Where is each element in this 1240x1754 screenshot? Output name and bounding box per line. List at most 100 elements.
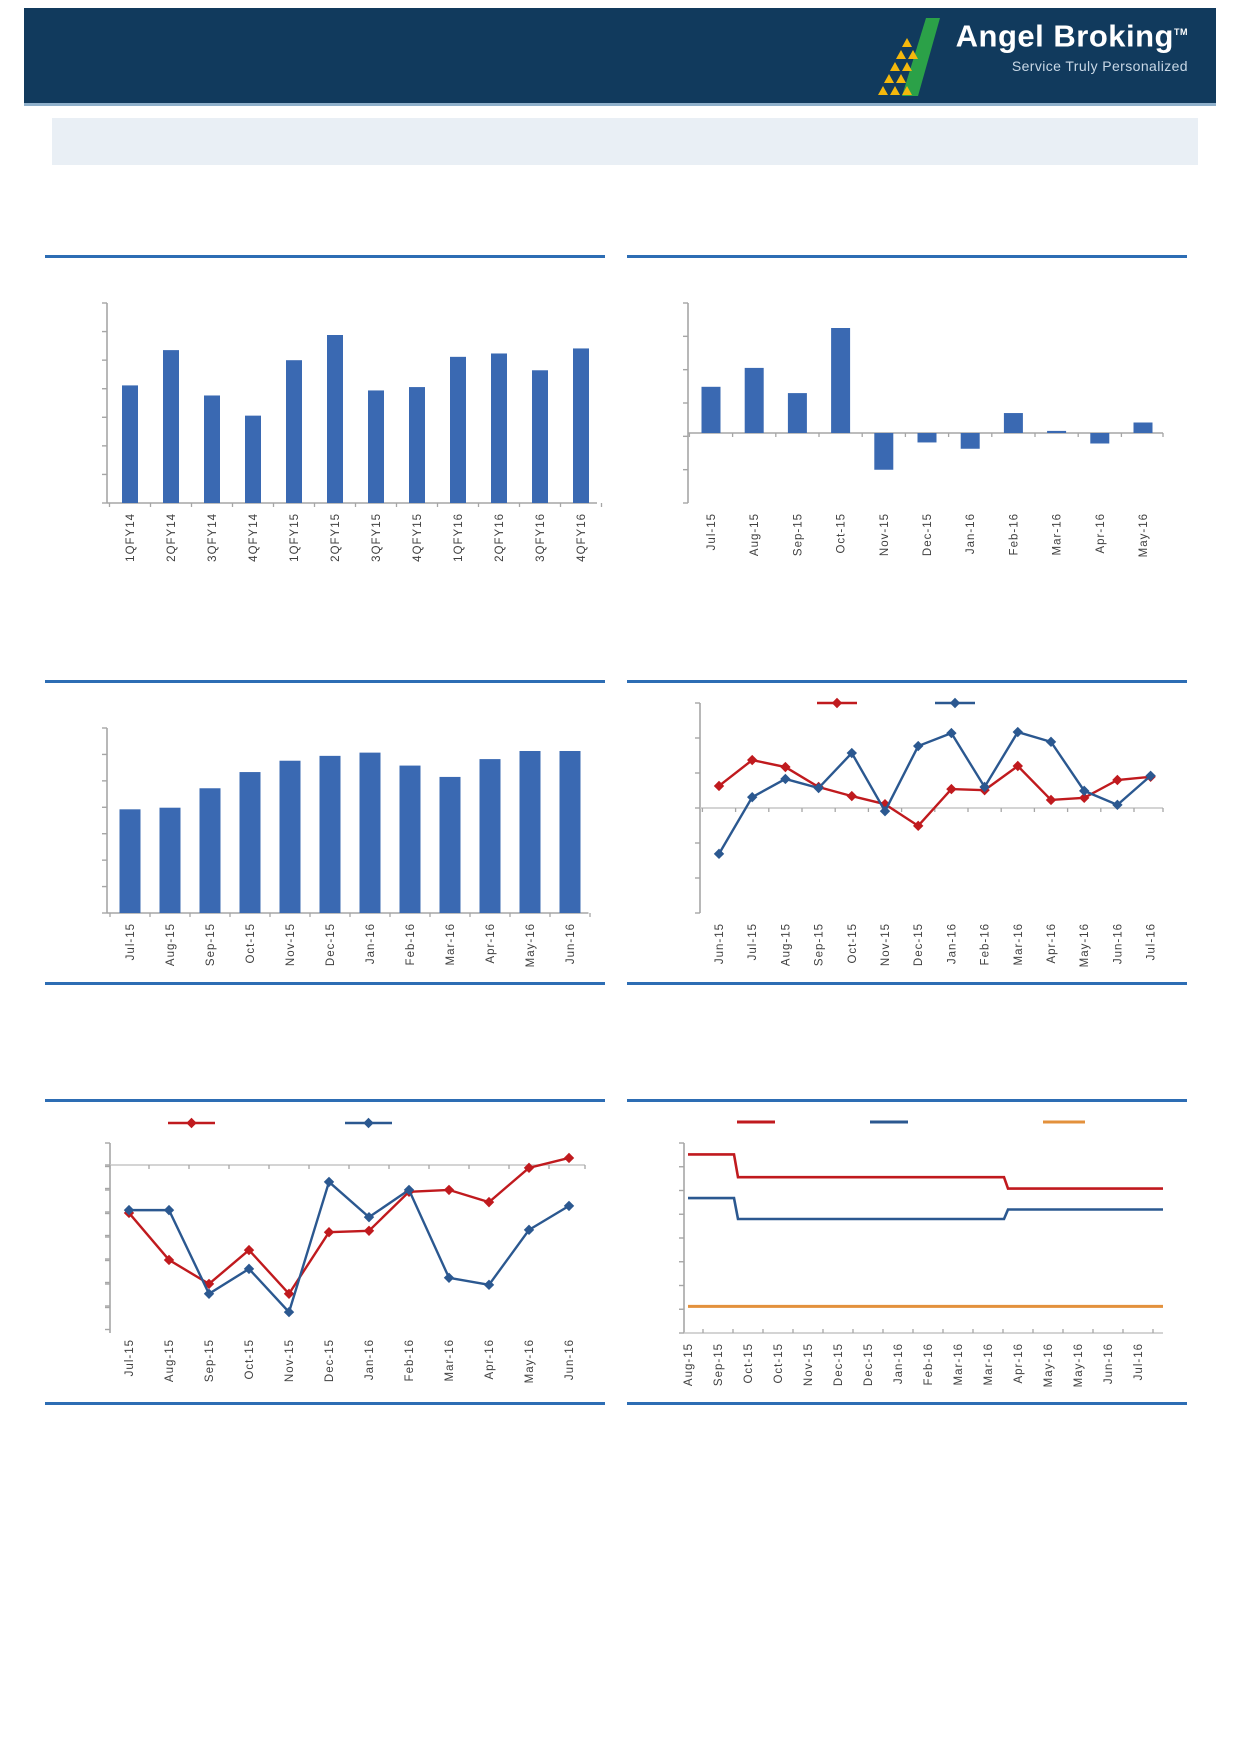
bar: [1047, 430, 1067, 433]
svg-text:2QFY16: 2QFY16: [494, 513, 506, 562]
bar: [119, 809, 141, 913]
bar: [744, 367, 764, 433]
bar: [874, 433, 894, 470]
svg-text:4QFY15: 4QFY15: [412, 513, 424, 562]
svg-text:Feb-16: Feb-16: [980, 923, 992, 965]
svg-text:Oct-15: Oct-15: [847, 923, 859, 964]
bar: [319, 755, 341, 913]
svg-text:May-16: May-16: [1079, 923, 1091, 967]
bar: [199, 788, 221, 913]
svg-text:Nov-15: Nov-15: [284, 1339, 296, 1382]
bar: [439, 776, 461, 913]
svg-text:1QFY16: 1QFY16: [453, 513, 465, 562]
svg-text:Oct-15: Oct-15: [245, 923, 257, 964]
svg-text:Dec-15: Dec-15: [913, 923, 925, 966]
svg-text:Aug-15: Aug-15: [749, 513, 761, 556]
svg-text:Oct-15: Oct-15: [773, 1343, 785, 1384]
diamond-marker: [1112, 774, 1123, 786]
svg-text:Feb-16: Feb-16: [405, 923, 417, 965]
svg-text:Jul-15: Jul-15: [124, 1339, 136, 1376]
x-axis-labels: 1QFY14 2QFY14 3QFY14 4QFY14 1QFY15 2QFY15 3QFY…: [125, 513, 588, 562]
bar: [122, 385, 138, 503]
diamond-marker: [283, 1306, 295, 1318]
svg-text:3QFY15: 3QFY15: [371, 513, 383, 562]
category-ticks: [108, 503, 603, 507]
svg-text:Jan-16: Jan-16: [965, 513, 977, 554]
chart1-svg: 1QFY14 2QFY14 3QFY14 4QFY14 1QFY15 2QFY15 3QFY…: [102, 302, 603, 562]
x-axis-labels: Jul-15 Aug-15 Sep-15 Oct-15 Nov-15 Dec-15 Jan-…: [125, 923, 577, 967]
svg-text:Aug-15: Aug-15: [165, 923, 177, 966]
svg-text:Sep-15: Sep-15: [814, 923, 826, 966]
diamond-marker: [523, 1224, 535, 1236]
svg-text:Apr-16: Apr-16: [1095, 513, 1107, 554]
diamond-marker: [1012, 760, 1023, 772]
bar: [204, 395, 220, 503]
section-rule-mid-right: [627, 680, 1187, 683]
diamond-marker: [879, 805, 891, 817]
svg-text:Feb-16: Feb-16: [923, 1343, 935, 1385]
svg-text:2QFY14: 2QFY14: [166, 513, 178, 562]
bar: [960, 433, 980, 449]
svg-text:Jul-16: Jul-16: [1133, 1343, 1145, 1380]
bars: [122, 335, 589, 503]
section-rule-bottom-left: [45, 1099, 605, 1102]
svg-text:3QFY16: 3QFY16: [535, 513, 547, 562]
svg-text:Aug-15: Aug-15: [164, 1339, 176, 1382]
svg-text:Mar-16: Mar-16: [1052, 513, 1064, 555]
svg-text:Feb-16: Feb-16: [1008, 513, 1020, 555]
x-axis-labels: Aug-15 Sep-15 Oct-15 Oct-15 Nov-15 Dec-15 Dec-…: [683, 1343, 1145, 1387]
diamond-marker: [563, 1152, 575, 1164]
svg-text:Jun-15: Jun-15: [714, 923, 726, 964]
line-chart-two-series-b: Jul-15 Aug-15 Sep-15 Oct-15 Nov-15 Dec-15 Jan-…: [45, 1102, 605, 1407]
x-axis-labels: Jul-15 Aug-15 Sep-15 Oct-15 Nov-15 Dec-15 Jan-…: [124, 1339, 576, 1383]
svg-text:Nov-15: Nov-15: [803, 1343, 815, 1386]
svg-text:Nov-15: Nov-15: [285, 923, 297, 966]
svg-text:Sep-15: Sep-15: [792, 513, 804, 556]
y-axis: [102, 302, 108, 504]
diamond-marker: [747, 791, 758, 803]
svg-text:Dec-15: Dec-15: [922, 513, 934, 556]
bar: [159, 807, 181, 913]
bars: [119, 751, 581, 913]
svg-text:Oct-15: Oct-15: [836, 513, 848, 554]
diamond-marker: [1012, 726, 1023, 738]
svg-text:1QFY14: 1QFY14: [125, 513, 137, 562]
bar: [1090, 433, 1110, 444]
bar: [701, 386, 721, 433]
diamond-marker: [443, 1184, 455, 1196]
bar: [163, 350, 179, 503]
diamond-marker: [483, 1279, 495, 1291]
category-ticks: [688, 433, 1164, 437]
svg-text:Dec-15: Dec-15: [324, 1339, 336, 1382]
svg-text:4QFY14: 4QFY14: [248, 513, 260, 562]
diamond-marker: [483, 1196, 495, 1208]
bar: [279, 760, 301, 913]
series-1: [123, 1176, 575, 1318]
trademark-text: TM: [1174, 27, 1188, 37]
svg-text:Mar-16: Mar-16: [445, 923, 457, 965]
svg-text:Sep-15: Sep-15: [204, 1339, 216, 1382]
svg-text:Dec-15: Dec-15: [325, 923, 337, 966]
svg-text:Nov-15: Nov-15: [880, 923, 892, 966]
svg-text:Jun-16: Jun-16: [565, 923, 577, 964]
svg-text:Jul-16: Jul-16: [1146, 923, 1158, 960]
section-rule-bottom-right: [627, 1099, 1187, 1102]
svg-text:Jun-16: Jun-16: [1112, 923, 1124, 964]
svg-text:May-16: May-16: [1043, 1343, 1055, 1387]
svg-text:Nov-15: Nov-15: [879, 513, 891, 556]
diamond-marker: [163, 1254, 175, 1266]
svg-text:Apr-16: Apr-16: [1046, 923, 1058, 964]
closing-rule-left: [45, 1402, 605, 1405]
chart4-svg: Jun-15 Jul-15 Aug-15 Sep-15 Oct-15 Nov-15 Dec-…: [695, 697, 1164, 967]
svg-text:Jun-16: Jun-16: [564, 1339, 576, 1380]
bar: [239, 772, 261, 913]
bars: [701, 328, 1153, 470]
diamond-marker: [780, 761, 791, 773]
bar: [491, 353, 507, 503]
svg-text:Mar-16: Mar-16: [983, 1343, 995, 1385]
svg-text:2QFY15: 2QFY15: [330, 513, 342, 562]
section-rule-mid-left: [45, 680, 605, 683]
bar: [245, 415, 261, 503]
svg-text:Feb-16: Feb-16: [404, 1339, 416, 1381]
diamond-marker: [186, 1117, 197, 1129]
